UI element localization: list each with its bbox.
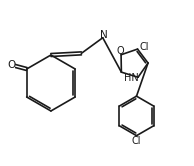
Text: N: N	[100, 30, 107, 40]
Text: HN: HN	[124, 73, 139, 83]
Text: O: O	[116, 46, 124, 56]
Text: O: O	[7, 60, 16, 70]
Text: Cl: Cl	[139, 42, 149, 52]
Text: Cl: Cl	[132, 136, 141, 146]
